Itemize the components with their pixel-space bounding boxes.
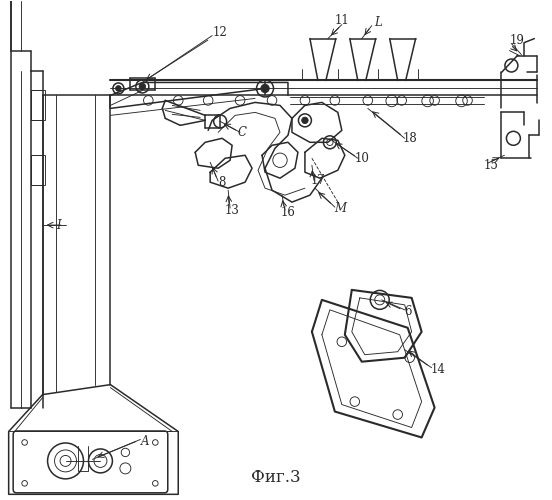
Text: 11: 11 [335, 14, 349, 27]
Text: 14: 14 [430, 363, 445, 376]
Text: 17: 17 [310, 174, 325, 186]
Text: A: A [141, 435, 150, 448]
Text: 18: 18 [402, 132, 417, 145]
Circle shape [302, 117, 308, 123]
Text: I: I [56, 218, 61, 232]
Circle shape [115, 86, 121, 91]
Circle shape [139, 84, 146, 89]
Text: L: L [374, 16, 381, 29]
Circle shape [261, 84, 269, 92]
Text: 8: 8 [219, 176, 226, 188]
Text: C: C [237, 126, 247, 139]
Text: 6: 6 [404, 306, 411, 318]
Text: 19: 19 [510, 34, 525, 47]
Text: 12: 12 [213, 26, 227, 39]
Text: 10: 10 [354, 152, 369, 165]
Text: 13: 13 [225, 204, 240, 216]
Text: M: M [334, 202, 346, 214]
Text: 15: 15 [484, 158, 499, 172]
Text: Фиг.3: Фиг.3 [251, 469, 301, 486]
Text: 16: 16 [280, 206, 295, 218]
